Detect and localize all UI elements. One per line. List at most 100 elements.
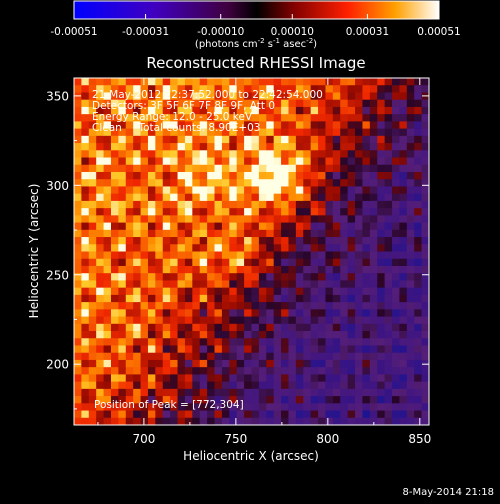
heatmap-cell <box>414 374 423 383</box>
heatmap-cell <box>369 251 378 260</box>
heatmap-cell <box>110 186 119 195</box>
heatmap-cell <box>140 403 149 412</box>
heatmap-cell <box>221 338 230 347</box>
heatmap-image <box>74 78 429 425</box>
heatmap-cell <box>96 280 105 289</box>
heatmap-cell <box>251 200 260 209</box>
heatmap-cell <box>369 135 378 144</box>
heatmap-cell <box>310 302 319 310</box>
heatmap-cell <box>192 258 201 267</box>
heatmap-cell <box>133 323 142 332</box>
heatmap-cell <box>325 157 334 166</box>
heatmap-cell <box>199 229 208 238</box>
heatmap-cell <box>377 85 386 94</box>
heatmap-cell <box>406 244 415 253</box>
heatmap-cell <box>414 265 423 274</box>
heatmap-cell <box>392 345 401 354</box>
heatmap-cell <box>369 381 378 390</box>
heatmap-cell <box>199 265 208 274</box>
heatmap-cell <box>81 128 90 137</box>
heatmap-cell <box>318 92 327 101</box>
heatmap-cell <box>207 143 216 151</box>
heatmap-cell <box>392 381 401 390</box>
heatmap-cell <box>81 374 90 383</box>
heatmap-cell <box>88 85 97 94</box>
heatmap-cell <box>177 331 186 339</box>
heatmap-cell <box>214 78 223 86</box>
heatmap-cell <box>125 99 134 108</box>
heatmap-cell <box>310 403 319 412</box>
heatmap-cell <box>325 381 334 390</box>
heatmap-cell <box>192 244 201 253</box>
heatmap-cell <box>281 237 290 245</box>
heatmap-cell <box>236 135 245 144</box>
heatmap-cell <box>288 143 297 151</box>
heatmap-cell <box>251 309 260 318</box>
heatmap-cell <box>392 294 401 303</box>
heatmap-cell <box>118 338 127 347</box>
heatmap-cell <box>355 374 364 383</box>
heatmap-cell <box>103 367 112 375</box>
heatmap-cell <box>96 287 105 296</box>
heatmap-cell <box>340 143 349 151</box>
heatmap-cell <box>288 265 297 274</box>
heatmap-cell <box>162 92 171 101</box>
heatmap-cell <box>88 265 97 274</box>
heatmap-cell <box>399 157 408 166</box>
heatmap-cell <box>81 193 90 202</box>
heatmap-cell <box>162 143 171 151</box>
heatmap-cell <box>355 338 364 347</box>
heatmap-cell <box>325 99 334 108</box>
heatmap-cell <box>251 92 260 101</box>
heatmap-cell <box>155 251 164 260</box>
heatmap-cell <box>81 403 90 412</box>
heatmap-cell <box>118 121 127 130</box>
heatmap-cell <box>155 396 164 404</box>
heatmap-cell <box>340 85 349 94</box>
heatmap-cell <box>310 410 319 419</box>
heatmap-cell <box>229 280 238 289</box>
heatmap-cell <box>207 265 216 274</box>
heatmap-cell <box>414 121 423 130</box>
heatmap-cell <box>147 410 156 419</box>
heatmap-cell <box>147 193 156 202</box>
heatmap-cell <box>310 222 319 231</box>
heatmap-cell <box>332 374 341 383</box>
heatmap-cell <box>192 331 201 339</box>
heatmap-cell <box>184 244 193 253</box>
heatmap-cell <box>406 179 415 188</box>
heatmap-cell <box>273 193 282 202</box>
heatmap-cell <box>266 215 275 224</box>
heatmap-cell <box>110 302 119 310</box>
heatmap-cell <box>377 237 386 245</box>
heatmap-cell <box>96 294 105 303</box>
heatmap-cell <box>118 99 127 108</box>
heatmap-cell <box>421 193 429 202</box>
heatmap-cell <box>147 92 156 101</box>
heatmap-cell <box>81 316 90 325</box>
heatmap-cell <box>377 374 386 383</box>
heatmap-cell <box>369 78 378 86</box>
heatmap-cell <box>81 359 90 368</box>
heatmap-cell <box>273 229 282 238</box>
heatmap-cell <box>347 273 356 282</box>
heatmap-cell <box>81 367 90 375</box>
heatmap-cell <box>369 106 378 115</box>
heatmap-cell <box>110 403 119 412</box>
heatmap-cell <box>125 287 134 296</box>
heatmap-cell <box>140 273 149 282</box>
heatmap-cell <box>318 222 327 231</box>
heatmap-cell <box>288 338 297 347</box>
heatmap-cell <box>221 367 230 375</box>
heatmap-cell <box>221 106 230 115</box>
x-axis-label: Heliocentric X (arcsec) <box>183 449 319 463</box>
heatmap-cell <box>266 222 275 231</box>
heatmap-cell <box>266 99 275 108</box>
heatmap-cell <box>392 323 401 332</box>
heatmap-cell <box>244 215 253 224</box>
heatmap-cell <box>281 171 290 180</box>
heatmap-cell <box>295 410 304 419</box>
heatmap-cell <box>110 208 119 216</box>
heatmap-cell <box>288 287 297 296</box>
heatmap-cell <box>207 157 216 166</box>
